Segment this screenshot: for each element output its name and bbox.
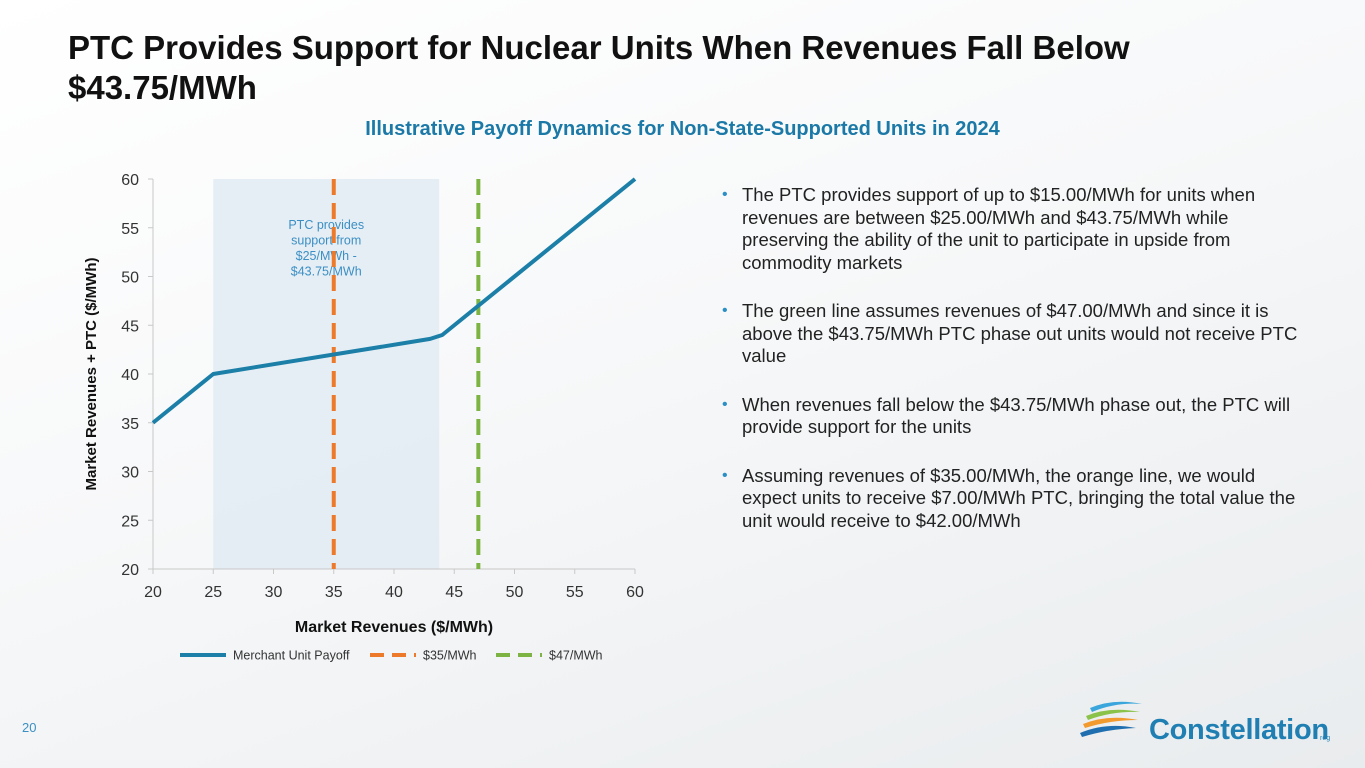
x-axis-label: Market Revenues ($/MWh) (295, 619, 493, 636)
registered-mark: reg (1320, 735, 1331, 742)
legend-label: $35/MWh (423, 649, 477, 663)
constellation-logo-icon (1080, 701, 1142, 737)
bullet-dot-icon: • (722, 302, 728, 319)
page-title: PTC Provides Support for Nuclear Units W… (68, 29, 1130, 106)
x-tick-label: 30 (265, 584, 283, 601)
y-tick-label: 20 (121, 562, 139, 579)
logo-wordmark: Constellation (1149, 714, 1329, 746)
x-tick-label: 35 (325, 584, 343, 601)
bullet-dot-icon: • (722, 186, 728, 203)
x-tick-label: 25 (204, 584, 222, 601)
ptc-support-region (213, 179, 440, 569)
x-tick-label: 45 (445, 584, 463, 601)
series-line-merchant-unit-payoff (151, 177, 637, 425)
x-tick-label: 40 (385, 584, 403, 601)
bullet-item: • The green line assumes revenues of $47.… (722, 300, 1298, 366)
bullet-item: • The PTC provides support of up to $15.0… (722, 184, 1256, 273)
y-axis-label: Market Revenues + PTC ($/MWh) (83, 258, 100, 491)
y-tick-label: 45 (121, 318, 139, 335)
bullet-item: • Assuming revenues of $35.00/MWh, the or… (722, 464, 1296, 531)
x-tick-label: 50 (506, 584, 524, 601)
bullet-dot-icon: • (722, 466, 728, 484)
payoff-chart: PTC provides support from$25/MWh - $43.75/… (83, 172, 644, 663)
y-tick-label: 25 (121, 513, 139, 530)
legend-label: $47/MWh (549, 649, 603, 663)
legend-label: Merchant Unit Payoff (233, 649, 350, 663)
bullet-dot-icon: • (722, 395, 728, 413)
company-logo: Constellation reg (1080, 698, 1340, 748)
page-number: 20 (22, 720, 37, 735)
y-tick-label: 55 (121, 221, 139, 238)
y-tick-label: 40 (121, 367, 139, 384)
region-label-line: PTC provides (288, 218, 364, 232)
bullet-item: • When revenues fall below the $43.75/MWh… (722, 393, 1291, 438)
x-tick-label: 60 (626, 584, 644, 601)
region-label-line: $25/MWh - (296, 249, 357, 263)
bullet-list: • The PTC provides support of up to $15.0… (722, 184, 1302, 558)
region-label-line: support from (291, 234, 361, 248)
y-tick-label: 50 (121, 270, 139, 287)
y-tick-label: 60 (121, 172, 139, 189)
x-tick-label: 20 (144, 584, 162, 601)
region-label-line: $43.75/MWh (291, 265, 362, 279)
x-tick-label: 55 (566, 584, 584, 601)
y-tick-label: 30 (121, 465, 139, 482)
chart-subtitle: Illustrative Payoff Dynamics for Non-Sta… (365, 118, 1000, 140)
y-tick-label: 35 (121, 416, 139, 433)
